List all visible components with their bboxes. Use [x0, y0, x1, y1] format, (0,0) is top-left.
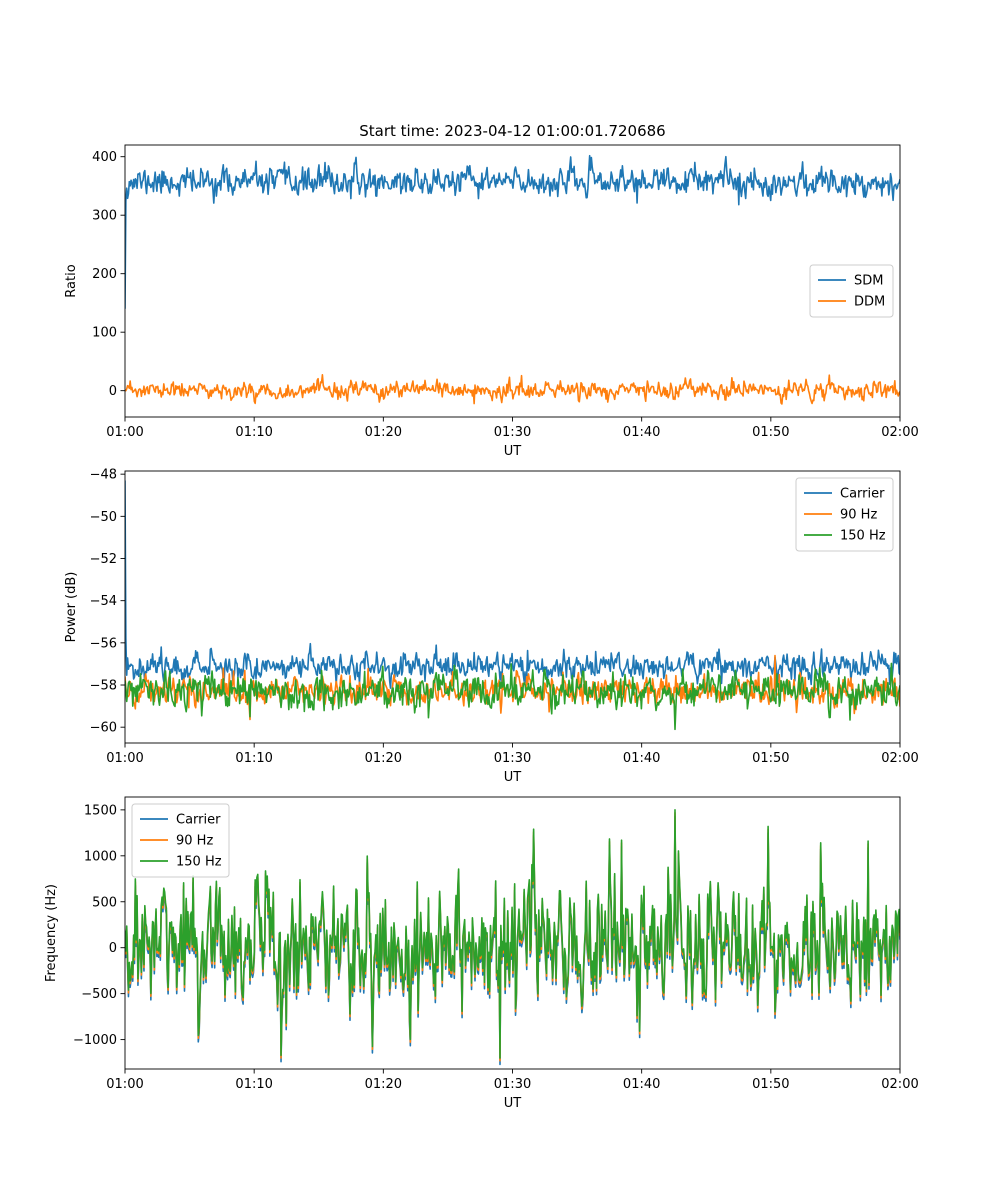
y-tick-label: 400 — [92, 150, 117, 165]
x-tick-label: 01:00 — [106, 425, 143, 440]
y-tick-label: −60 — [90, 721, 117, 736]
y-tick-label: −500 — [81, 987, 117, 1002]
x-axis-label: UT — [504, 444, 522, 459]
y-tick-label: −50 — [90, 510, 117, 525]
x-axis-label: UT — [504, 1096, 522, 1111]
legend-label: 150 Hz — [840, 529, 886, 544]
y-tick-label: 0 — [109, 384, 117, 399]
series-line-150-hz — [125, 662, 900, 731]
x-tick-label: 01:30 — [494, 425, 531, 440]
x-axis-label: UT — [504, 770, 522, 785]
y-tick-label: −52 — [90, 552, 117, 567]
x-tick-label: 01:40 — [623, 425, 660, 440]
chart-title: Start time: 2023-04-12 01:00:01.720686 — [359, 122, 665, 140]
y-tick-label: 1000 — [84, 849, 117, 864]
legend-label: 90 Hz — [176, 834, 213, 849]
legend: Carrier 90 Hz 150 Hz — [131, 803, 230, 878]
y-axis-label: Power (dB) — [64, 572, 79, 643]
x-tick-label: 02:00 — [881, 751, 918, 766]
y-tick-label: −1000 — [73, 1033, 117, 1048]
legend: SDM DDM — [809, 264, 894, 318]
y-tick-label: 200 — [92, 267, 117, 282]
y-tick-label: 1500 — [84, 803, 117, 818]
y-tick-label: 500 — [92, 895, 117, 910]
x-tick-label: 01:50 — [752, 1077, 789, 1092]
x-tick-label: 01:30 — [494, 1077, 531, 1092]
legend: Carrier 90 Hz 150 Hz — [795, 477, 894, 552]
x-tick-label: 01:20 — [365, 751, 402, 766]
legend-label: DDM — [854, 295, 885, 310]
y-tick-label: −58 — [90, 679, 117, 694]
series-line-ddm — [125, 374, 900, 405]
x-tick-label: 01:00 — [106, 751, 143, 766]
subplot-1: 01:00 01:10 01:20 01:30 01:40 01:50 02:00 0 100 2… — [64, 122, 919, 459]
subplots-container: 01:00 01:10 01:20 01:30 01:40 01:50 02:00 0 100 2… — [44, 122, 919, 1111]
legend-box — [131, 803, 230, 878]
y-axis-label: Ratio — [64, 264, 79, 297]
x-tick-label: 01:00 — [106, 1077, 143, 1092]
series-group — [125, 809, 900, 1066]
series-group — [125, 154, 900, 405]
y-tick-label: 0 — [109, 941, 117, 956]
x-tick-label: 01:20 — [365, 1077, 402, 1092]
legend-box — [809, 264, 894, 318]
x-tick-label: 01:20 — [365, 425, 402, 440]
legend-label: SDM — [854, 274, 883, 289]
y-tick-label: −48 — [90, 468, 117, 483]
y-tick-label: −56 — [90, 636, 117, 651]
x-tick-label: 01:10 — [235, 751, 272, 766]
x-tick-label: 01:10 — [235, 425, 272, 440]
subplot-2: 01:00 01:10 01:20 01:30 01:40 01:50 02:00 −48 −5… — [64, 468, 919, 785]
x-tick-label: 01:40 — [623, 1077, 660, 1092]
legend-box — [795, 477, 894, 552]
legend-label: 150 Hz — [176, 855, 222, 870]
y-axis-label: Frequency (Hz) — [44, 884, 59, 982]
x-tick-label: 01:10 — [235, 1077, 272, 1092]
legend-label: 90 Hz — [840, 508, 877, 523]
subplot-3: 01:00 01:10 01:20 01:30 01:40 01:50 02:00 −1000… — [44, 796, 919, 1111]
series-line-carrier — [125, 480, 900, 689]
y-tick-label: 100 — [92, 326, 117, 341]
series-line-150-hz — [125, 809, 900, 1059]
legend-label: Carrier — [176, 813, 221, 828]
x-tick-label: 01:50 — [752, 751, 789, 766]
x-tick-label: 02:00 — [881, 1077, 918, 1092]
y-tick-label: −54 — [90, 594, 117, 609]
x-tick-label: 01:40 — [623, 751, 660, 766]
series-line-sdm — [125, 154, 900, 309]
series-group — [125, 480, 900, 731]
x-tick-label: 02:00 — [881, 425, 918, 440]
x-tick-label: 01:50 — [752, 425, 789, 440]
x-tick-label: 01:30 — [494, 751, 531, 766]
y-tick-label: 300 — [92, 209, 117, 224]
legend-label: Carrier — [840, 487, 885, 502]
